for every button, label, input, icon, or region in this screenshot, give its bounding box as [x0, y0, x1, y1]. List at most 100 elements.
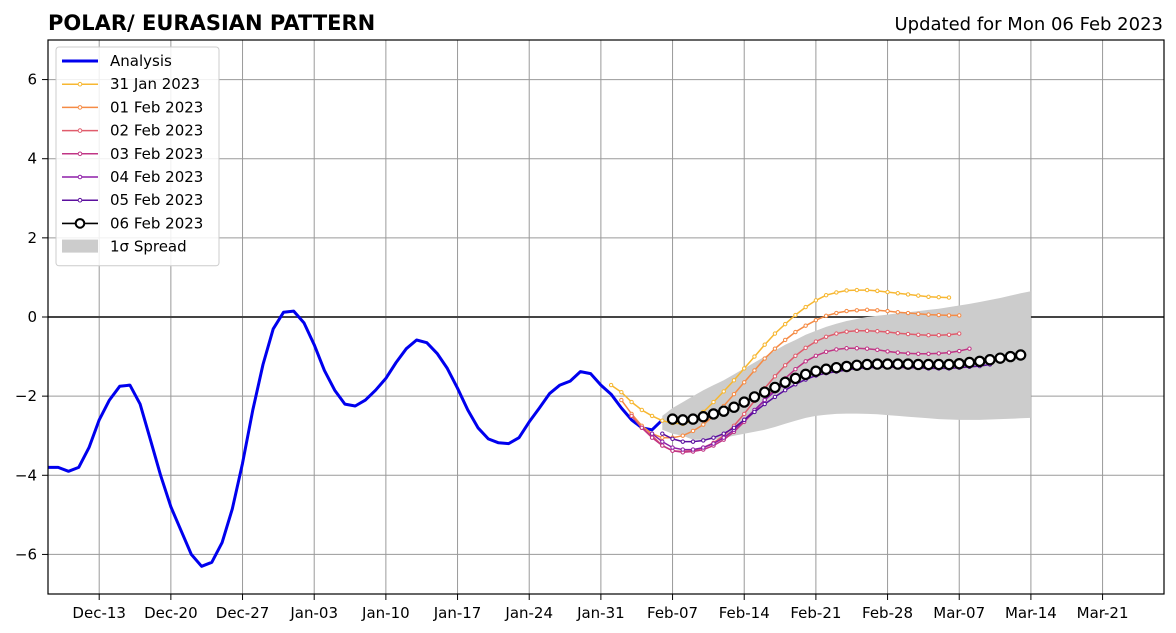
forecast-point: [905, 292, 911, 297]
forecast-point: [823, 349, 829, 355]
x-tick-label: Dec-20: [144, 604, 198, 622]
forecast-point: [762, 401, 767, 407]
forecast-point: [619, 389, 624, 395]
forecast-point: [1014, 349, 1027, 361]
y-tick-label: 2: [27, 229, 37, 247]
forecast-point: [680, 439, 685, 444]
forecast-point: [772, 394, 778, 400]
forecast-point: [813, 339, 819, 344]
legend-entry: 04 Feb 2023: [62, 168, 203, 186]
y-tick-label: −4: [15, 466, 37, 484]
forecast-point: [984, 354, 996, 366]
legend-marker: [77, 81, 83, 87]
forecast-point: [731, 378, 737, 383]
forecast-point: [660, 435, 665, 440]
forecast-point: [721, 389, 726, 394]
forecast-point: [793, 367, 798, 372]
forecast-point: [793, 312, 798, 318]
forecast-point: [864, 287, 870, 293]
x-tick-label: Jan-03: [289, 604, 338, 622]
forecast-point: [707, 408, 720, 420]
forecast-point: [895, 331, 900, 336]
series-0: [48, 309, 664, 568]
legend-label: 01 Feb 2023: [110, 98, 203, 116]
legend-box: [55, 46, 220, 267]
forecast-point: [687, 413, 699, 425]
forecast-point: [936, 295, 941, 300]
forecast-point: [742, 417, 747, 423]
forecast-point: [660, 431, 665, 436]
legend-entry: 03 Feb 2023: [62, 145, 203, 163]
x-tick-label: Feb-28: [862, 604, 913, 622]
forecast-point: [905, 310, 911, 316]
forecast-point: [957, 313, 962, 318]
forecast-point: [875, 329, 880, 334]
legend-label: 06 Feb 2023: [110, 214, 203, 232]
forecast-point: [926, 294, 931, 300]
chart-title: POLAR/ EURASIAN PATTERN: [48, 11, 375, 35]
forecast-point: [731, 391, 737, 397]
forecast-point: [834, 347, 839, 352]
forecast-point: [718, 405, 730, 417]
forecast-point: [885, 308, 890, 314]
forecast-point: [742, 411, 747, 417]
forecast-point: [619, 397, 624, 403]
legend-entry: 01 Feb 2023: [62, 98, 203, 116]
forecast-point: [793, 353, 798, 358]
forecast-point: [762, 397, 767, 403]
forecast-point: [864, 346, 870, 351]
forecast-point: [711, 399, 716, 405]
legend: Analysis 31 Jan 2023 01 Feb 2023 02 Feb 202…: [55, 46, 220, 267]
legend-label: 1σ Spread: [110, 238, 187, 256]
forecast-point: [649, 431, 655, 436]
forecast-point: [711, 435, 716, 440]
forecast-point: [963, 356, 976, 369]
forecast-point: [916, 351, 921, 357]
forecast-point: [782, 363, 788, 368]
forecast-point: [885, 329, 890, 335]
forecast-point: [885, 349, 890, 354]
forecast-point: [844, 329, 849, 334]
legend-label: 03 Feb 2023: [110, 145, 203, 163]
legend-label: 31 Jan 2023: [110, 75, 200, 93]
forecast-point: [854, 287, 860, 293]
forecast-point: [721, 435, 726, 440]
legend-entry: 31 Jan 2023: [62, 75, 200, 93]
x-tick-label: Feb-21: [790, 604, 841, 622]
forecast-point: [851, 359, 863, 371]
forecast-point: [670, 445, 675, 450]
forecast-point: [772, 374, 778, 379]
forecast-point: [779, 376, 791, 388]
forecast-point: [840, 360, 853, 373]
forecast-point: [922, 358, 935, 371]
forecast-point: [946, 313, 952, 318]
y-tick-label: 6: [27, 71, 37, 89]
forecast-point: [731, 425, 737, 430]
forecast-point: [721, 431, 726, 436]
forecast-point: [895, 350, 900, 355]
forecast-point: [629, 413, 634, 419]
forecast-point: [762, 342, 767, 347]
forecast-point: [902, 358, 914, 370]
forecast-point: [834, 310, 839, 316]
forecast-point: [905, 331, 911, 337]
forecast-point: [752, 354, 757, 359]
legend-entry: 05 Feb 2023: [62, 191, 203, 209]
forecast-point: [803, 304, 808, 310]
y-tick-label: 0: [27, 308, 37, 326]
forecast-point: [660, 443, 665, 448]
forecast-point: [854, 346, 860, 351]
forecast-point: [926, 312, 931, 317]
forecast-point: [854, 328, 860, 334]
forecast-point: [649, 413, 655, 419]
forecast-point: [834, 331, 839, 336]
y-tick-label: −6: [15, 545, 37, 563]
forecast-point: [953, 357, 965, 370]
forecast-point: [895, 310, 900, 315]
legend-marker: [77, 105, 83, 110]
forecast-point: [967, 346, 972, 351]
x-tick-label: Mar-21: [1077, 604, 1129, 622]
forecast-point: [680, 447, 685, 452]
